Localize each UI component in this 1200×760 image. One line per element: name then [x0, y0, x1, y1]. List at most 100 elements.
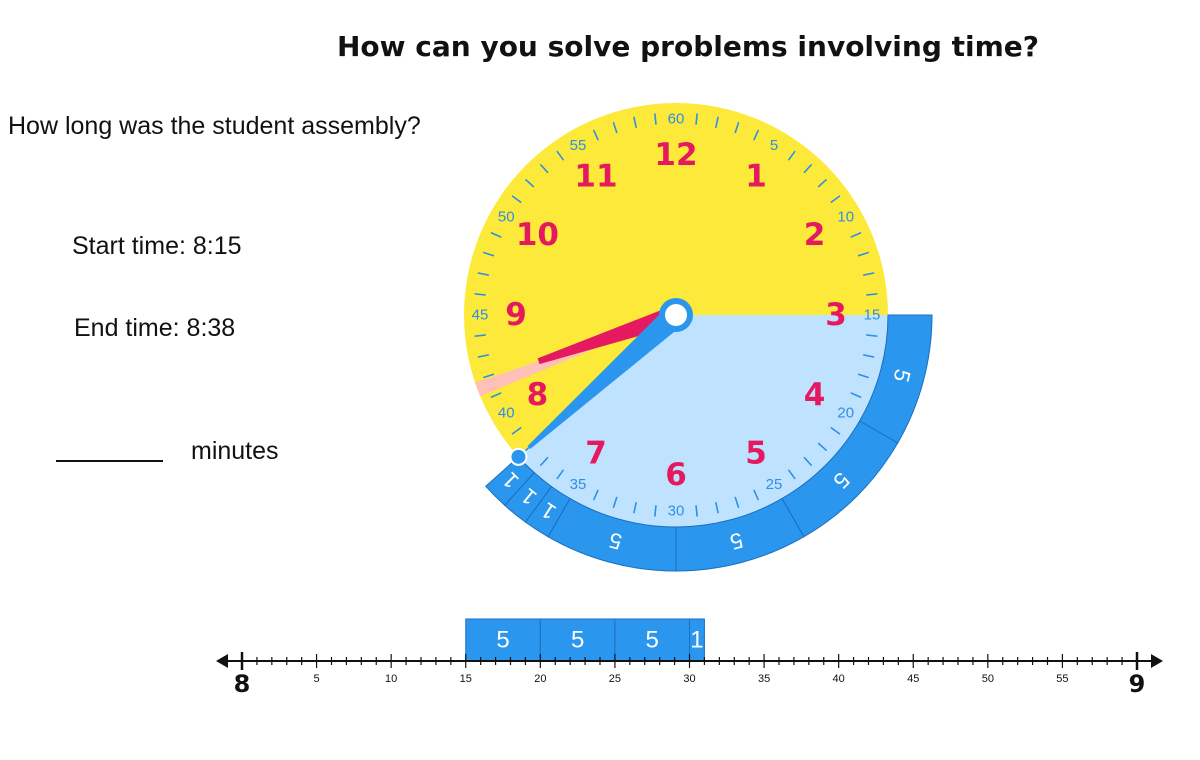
number-line-label: 35	[758, 673, 770, 685]
minute-tick	[612, 122, 618, 134]
minute-tick	[803, 456, 812, 466]
minute-tick	[850, 392, 862, 398]
number-line-label: 30	[683, 673, 695, 685]
minute-tick	[753, 489, 759, 501]
minute-tick	[830, 427, 841, 435]
number-line-label: 55	[1056, 673, 1068, 685]
number-line-label: 40	[833, 673, 845, 685]
clock-hub-center	[665, 304, 687, 326]
minute-ticks	[474, 113, 878, 517]
right-arrow	[1151, 654, 1163, 668]
minute-tick	[654, 113, 657, 125]
minute-tick	[734, 496, 740, 508]
minute-tick	[788, 469, 796, 480]
hour-number: 9	[505, 297, 527, 333]
minute-tick	[850, 232, 862, 238]
minute-tick	[511, 427, 522, 435]
minute-tick	[490, 392, 502, 398]
minute-label: 45	[472, 307, 489, 324]
number-line-end-label: 9	[1129, 670, 1146, 698]
minute-label: 35	[570, 476, 587, 493]
number-line-label: 45	[907, 673, 919, 685]
question-text: How long was the student assembly?	[8, 112, 421, 140]
hour-number: 3	[825, 297, 847, 333]
minute-tick	[803, 164, 812, 174]
minute-tick	[830, 195, 841, 203]
minutes-label: minutes	[191, 437, 279, 465]
end-time-text: End time: 8:38	[74, 314, 236, 342]
hour-number: 1	[745, 158, 767, 194]
line-segment-block	[539, 618, 616, 662]
minute-label: 55	[570, 137, 587, 154]
answer-blank[interactable]	[56, 460, 163, 462]
minute-tick	[633, 502, 637, 514]
hour-number: 8	[527, 377, 549, 413]
minute-hand-tip	[509, 447, 528, 466]
hour-number: 10	[516, 217, 559, 253]
line-segment-label: 5	[646, 627, 659, 654]
minute-label: 15	[864, 307, 881, 324]
hour-number: 11	[574, 158, 617, 194]
minute-tick	[511, 195, 522, 203]
number-line: 5 5 5 15 10 15 20 25 30 35 40 45 50 558 9	[216, 618, 1163, 698]
minute-tick	[556, 469, 564, 480]
line-segment-label: 5	[496, 627, 509, 654]
minute-tick	[525, 179, 535, 188]
minute-tick	[857, 373, 869, 379]
line-segment-label: 1	[690, 627, 703, 654]
number-line-label: 20	[534, 673, 546, 685]
minute-tick	[788, 150, 796, 161]
minute-label: 30	[668, 503, 685, 520]
minute-tick	[477, 354, 489, 358]
page-title: How can you solve problems involving tim…	[336, 30, 1039, 63]
minute-tick	[817, 179, 827, 188]
minute-hand	[527, 306, 685, 449]
number-line-start-label: 8	[234, 670, 251, 698]
minute-tick	[540, 456, 549, 466]
minute-label: 10	[837, 209, 854, 226]
hour-number: 2	[804, 217, 826, 253]
number-line-label: 10	[385, 673, 397, 685]
minute-tick	[483, 373, 495, 379]
minute-label: 25	[766, 476, 783, 493]
hour-number: 7	[585, 436, 607, 472]
minute-tick	[715, 116, 719, 128]
minute-label: 60	[668, 111, 685, 128]
hour-hand	[537, 305, 680, 365]
number-line-label: 15	[460, 673, 472, 685]
hour-number: 12	[654, 137, 697, 173]
minute-tick	[556, 150, 564, 161]
hour-number: 6	[665, 457, 687, 493]
minute-tick	[593, 489, 599, 501]
minute-tick	[857, 251, 869, 257]
minute-tick	[715, 502, 719, 514]
minute-tick	[734, 122, 740, 134]
minute-tick	[612, 496, 618, 508]
minute-tick	[654, 505, 657, 517]
minute-tick	[483, 251, 495, 257]
minute-tick	[474, 293, 486, 296]
start-time-text: Start time: 8:15	[72, 232, 242, 260]
minute-tick	[866, 334, 878, 337]
minute-tick	[863, 272, 875, 276]
minute-tick	[477, 272, 489, 276]
minute-label: 20	[837, 405, 854, 422]
left-arrow	[216, 654, 228, 668]
minute-tick	[817, 442, 827, 451]
minute-tick	[633, 116, 637, 128]
minute-tick	[753, 129, 759, 141]
minute-tick	[540, 164, 549, 174]
minute-tick	[866, 293, 878, 296]
line-segment-label: 5	[571, 627, 584, 654]
elapsed-time-sector	[518, 315, 888, 528]
minute-tick	[695, 505, 698, 517]
hour-number: 4	[804, 377, 826, 413]
minute-tick	[490, 232, 502, 238]
hour-number: 5	[745, 436, 767, 472]
number-line-label: 5	[314, 673, 320, 685]
minute-tick	[863, 354, 875, 358]
number-line-label: 25	[609, 673, 621, 685]
minute-label: 40	[498, 405, 515, 422]
